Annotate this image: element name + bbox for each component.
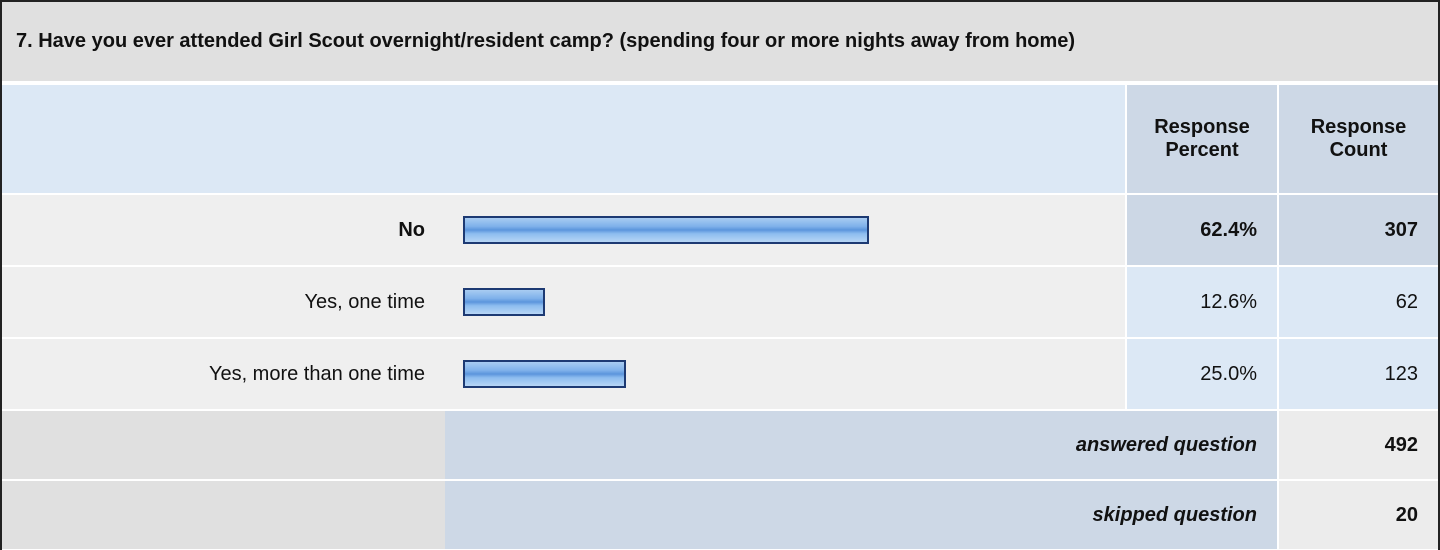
row-label: No	[2, 195, 445, 265]
header-percent: Response Percent	[1127, 85, 1277, 193]
bar	[463, 288, 545, 316]
response-count: 307	[1279, 195, 1438, 265]
response-percent: 12.6%	[1127, 267, 1277, 337]
question-title: 7. Have you ever attended Girl Scout ove…	[2, 2, 1438, 83]
answered-label: answered question	[445, 411, 1277, 479]
header-count: Response Count	[1279, 85, 1438, 193]
summary-blank	[2, 411, 445, 479]
response-percent: 25.0%	[1127, 339, 1277, 409]
answered-count: 492	[1279, 411, 1438, 479]
bar	[463, 216, 869, 244]
skipped-count: 20	[1279, 481, 1438, 549]
row-label: Yes, more than one time	[2, 339, 445, 409]
skipped-label: skipped question	[445, 481, 1277, 549]
response-count: 123	[1279, 339, 1438, 409]
header-blank	[2, 85, 1125, 193]
bar	[463, 360, 626, 388]
row-label: Yes, one time	[2, 267, 445, 337]
summary-blank	[2, 481, 445, 549]
response-count: 62	[1279, 267, 1438, 337]
response-percent: 62.4%	[1127, 195, 1277, 265]
bar-cell	[445, 267, 1125, 337]
